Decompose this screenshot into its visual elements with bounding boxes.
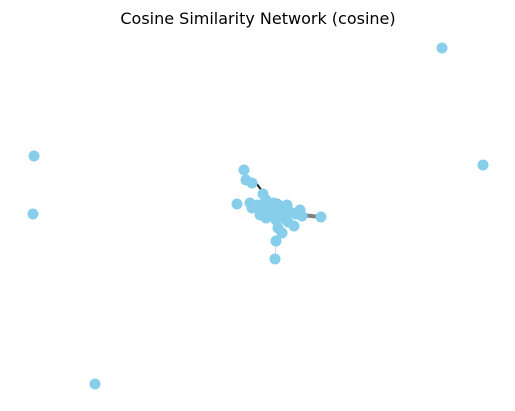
network-node (260, 212, 272, 224)
network-node (282, 216, 294, 228)
network-node (315, 211, 327, 223)
isolated-node (89, 378, 101, 390)
network-node (276, 227, 288, 239)
network-node (269, 253, 281, 265)
node-layer (27, 42, 489, 390)
figure-title: Cosine Similarity Network (cosine) (120, 9, 395, 28)
network-node (294, 204, 306, 216)
network-node (246, 202, 258, 214)
isolated-node (436, 42, 448, 54)
isolated-node (28, 150, 40, 162)
isolated-node (477, 159, 489, 171)
isolated-node (27, 208, 39, 220)
network-node (238, 164, 250, 176)
network-node (270, 235, 282, 247)
network-node (246, 177, 258, 189)
network-node (231, 198, 243, 210)
